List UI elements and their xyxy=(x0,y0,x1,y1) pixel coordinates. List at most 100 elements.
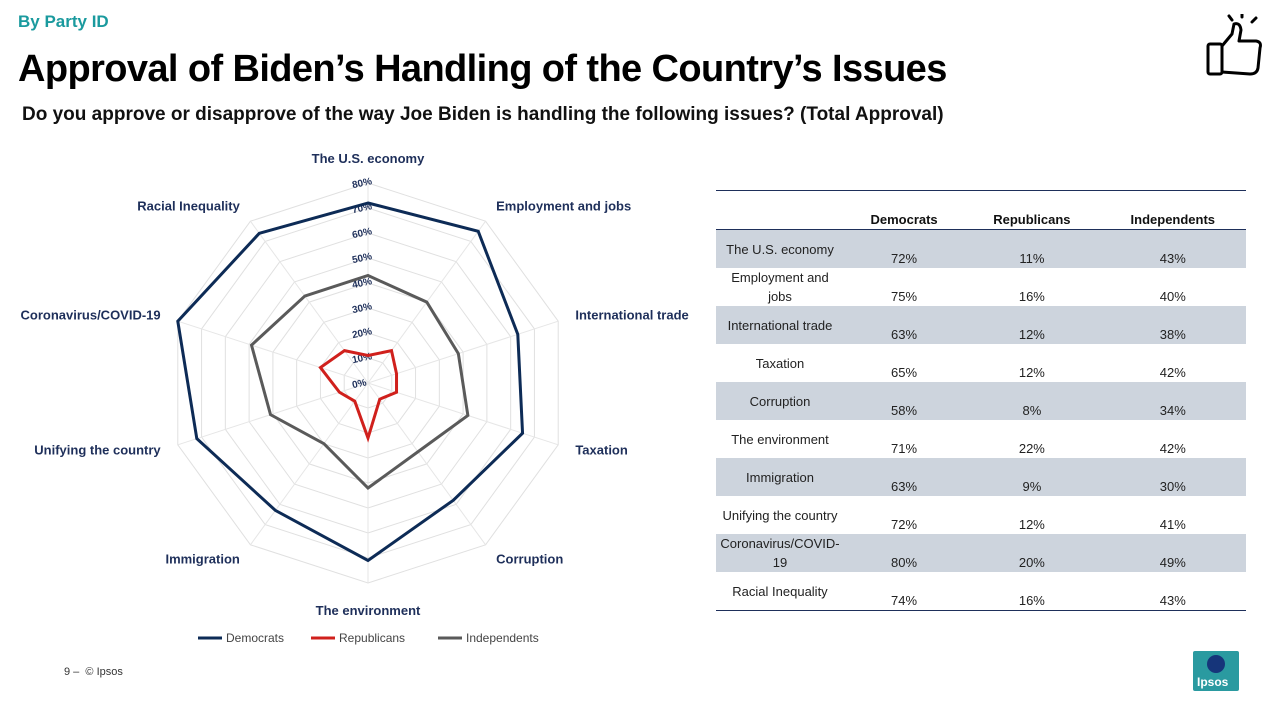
series-democrats xyxy=(176,201,525,563)
tick-label: 20% xyxy=(351,326,373,341)
table-row: Racial Inequality 74% 16% 43% xyxy=(716,572,1246,611)
category-label: Immigration xyxy=(165,551,239,566)
category-label: Unifying the country xyxy=(34,442,161,457)
chart-legend: Democrats Republicans Independents xyxy=(198,631,539,645)
thumbs-up-icon xyxy=(1206,14,1262,76)
table-cell: 12% xyxy=(1018,365,1045,380)
grid-spoke xyxy=(367,382,559,446)
section-label: By Party ID xyxy=(18,12,109,31)
table-row: The U.S. economy 72% 11% 43% xyxy=(716,229,1246,268)
radar-ticks: 0%10%20%30%40%50%60%70%80% xyxy=(351,176,373,391)
row-label: Employment and jobs xyxy=(731,270,829,304)
tick-label: 50% xyxy=(351,251,373,266)
category-label: The environment xyxy=(316,603,421,618)
category-label: Corruption xyxy=(496,551,563,566)
row-label: International trade xyxy=(727,317,833,333)
table-column-header: Democrats xyxy=(870,212,938,227)
table-cell: 41% xyxy=(1159,517,1186,532)
table-cell: 75% xyxy=(891,289,918,304)
page-subtitle: Do you approve or disapprove of the way … xyxy=(22,104,944,125)
table-cell: 58% xyxy=(891,403,918,418)
row-label: Corruption xyxy=(749,393,811,409)
table-cell: 71% xyxy=(891,441,918,456)
grid-spoke xyxy=(177,320,369,384)
row-label: Racial Inequality xyxy=(732,583,828,599)
radar-series xyxy=(176,201,525,563)
table-cell: 63% xyxy=(891,479,918,494)
category-label: The U.S. economy xyxy=(312,151,425,166)
logo-mark xyxy=(1207,655,1225,673)
table-cell: 11% xyxy=(1019,251,1045,266)
table-cell: 65% xyxy=(891,365,918,380)
row-label: Unifying the country xyxy=(722,507,838,523)
legend-label: Independents xyxy=(466,631,539,645)
tick-label: 0% xyxy=(351,377,368,391)
table-row: Employment and jobs 75% 16% 40% xyxy=(716,268,1246,306)
legend-label: Democrats xyxy=(226,631,284,645)
category-label: Taxation xyxy=(575,442,628,457)
table-cell: 63% xyxy=(891,327,918,342)
logo-text: Ipsos xyxy=(1197,675,1229,689)
table-cell: 42% xyxy=(1159,365,1186,380)
tick-label: 80% xyxy=(351,176,373,191)
category-label: Coronavirus/COVID-19 xyxy=(21,308,161,323)
table-body: The U.S. economy 72% 11% 43% Employment and … xyxy=(716,229,1246,611)
grid-spoke xyxy=(367,382,486,546)
table-row: Corruption 58% 8% 34% xyxy=(716,382,1246,420)
table-row: Immigration 63% 9% 30% xyxy=(716,458,1246,496)
table-row: International trade 63% 12% 38% xyxy=(716,306,1246,344)
table-cell: 43% xyxy=(1159,251,1186,266)
table-row: The environment 71% 22% 42% xyxy=(716,420,1246,458)
grid-spoke xyxy=(367,320,559,384)
radar-chart: 0%10%20%30%40%50%60%70%80% The U.S. econ… xyxy=(21,151,689,645)
footer: 9 – © Ipsos xyxy=(64,666,123,678)
table-cell: 16% xyxy=(1018,593,1045,608)
table-cell: 12% xyxy=(1018,517,1045,532)
table-row: Taxation 65% 12% 42% xyxy=(716,344,1246,382)
table-cell: 22% xyxy=(1018,441,1045,456)
row-label: The environment xyxy=(731,431,829,447)
row-label: Coronavirus/COVID-19 xyxy=(720,536,840,570)
tick-label: 30% xyxy=(351,301,373,316)
table-cell: 43% xyxy=(1159,593,1186,608)
table-cell: 38% xyxy=(1159,327,1186,342)
table-column-header xyxy=(716,191,844,230)
category-label: International trade xyxy=(575,308,688,323)
table-header-row: Democrats Republicans Independents xyxy=(716,191,1246,230)
legend-label: Republicans xyxy=(339,631,405,645)
table-cell: 49% xyxy=(1159,555,1186,570)
radar-category-labels: The U.S. economy Employment and jobs Inter… xyxy=(21,151,689,618)
table-cell: 8% xyxy=(1022,403,1042,418)
table-cell: 72% xyxy=(891,517,918,532)
ipsos-logo: Ipsos xyxy=(1193,651,1239,691)
table-cell: 42% xyxy=(1159,441,1186,456)
table-cell: 72% xyxy=(891,251,918,266)
table-column-header: Independents xyxy=(1130,212,1216,227)
page-number: 9 – xyxy=(64,666,80,678)
series-republicans xyxy=(318,348,399,443)
grid-spoke xyxy=(177,382,369,446)
grid-spoke xyxy=(250,382,369,546)
row-label: Taxation xyxy=(755,355,805,371)
table-cell: 40% xyxy=(1159,289,1186,304)
table-cell: 20% xyxy=(1018,555,1045,570)
radar-grid xyxy=(177,182,559,584)
table-cell: 74% xyxy=(891,593,918,608)
page-title: Approval of Biden’s Handling of the Coun… xyxy=(18,48,947,90)
tick-label: 60% xyxy=(351,226,373,241)
table-cell: 12% xyxy=(1018,327,1045,342)
table-cell: 80% xyxy=(891,555,918,570)
series-independents xyxy=(249,273,470,490)
row-label: Immigration xyxy=(746,469,814,485)
table-cell: 16% xyxy=(1018,289,1045,304)
copyright: © Ipsos xyxy=(85,666,123,678)
table-cell: 9% xyxy=(1022,479,1042,494)
table-row: Unifying the country 72% 12% 41% xyxy=(716,496,1246,534)
row-label: The U.S. economy xyxy=(726,241,834,257)
table-row: Coronavirus/COVID-19 80% 20% 49% xyxy=(716,534,1246,572)
table-cell: 30% xyxy=(1159,479,1186,494)
category-label: Racial Inequality xyxy=(137,199,240,214)
category-label: Employment and jobs xyxy=(496,199,631,214)
grid-spoke xyxy=(250,220,369,384)
table-column-header: Republicans xyxy=(993,212,1071,227)
